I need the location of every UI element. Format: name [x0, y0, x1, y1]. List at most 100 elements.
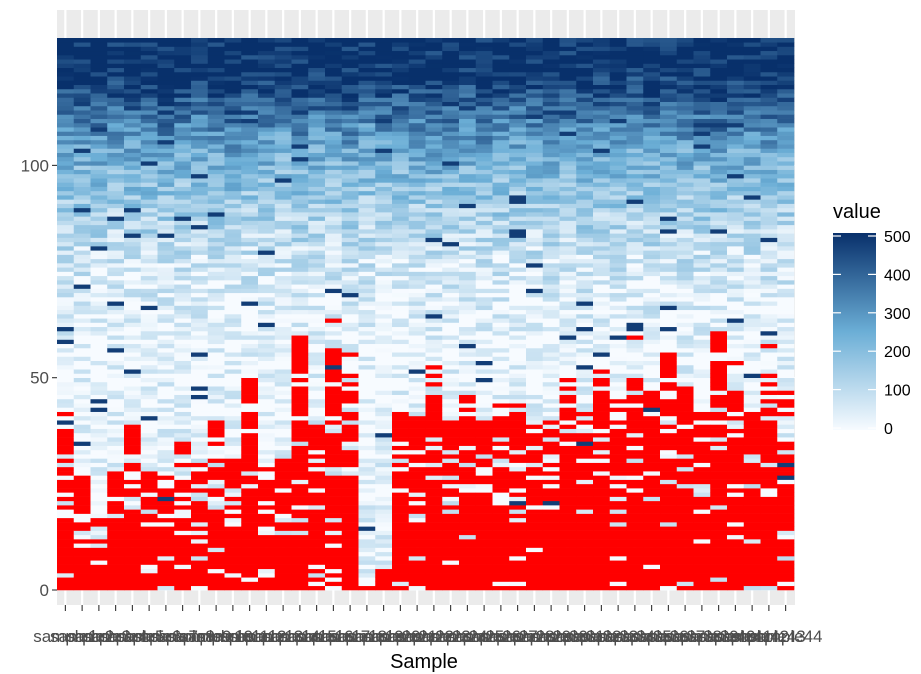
- heatmap-cell: [676, 271, 694, 277]
- heatmap-cell: [140, 216, 158, 221]
- heatmap-cell: [643, 80, 661, 86]
- heatmap-cell: [643, 305, 661, 311]
- heatmap-cell: [576, 284, 594, 289]
- heatmap-cell: [207, 390, 225, 395]
- heatmap-cell: [241, 386, 259, 391]
- heatmap-cell: [542, 161, 560, 166]
- heatmap-cell: [191, 144, 209, 149]
- heatmap-cell: [392, 492, 410, 497]
- heatmap-cell: [559, 500, 577, 506]
- heatmap-cell: [643, 224, 661, 230]
- heatmap-cell: [542, 326, 560, 332]
- heatmap-cell: [157, 165, 175, 170]
- heatmap-cell: [626, 407, 644, 412]
- heatmap-cell: [392, 309, 410, 315]
- heatmap-cell: [509, 246, 527, 251]
- heatmap-cell: [643, 250, 661, 255]
- heatmap-column: [341, 38, 359, 591]
- heatmap-cell: [341, 114, 359, 119]
- heatmap-cell: [241, 560, 259, 565]
- heatmap-cell: [157, 182, 175, 187]
- heatmap-cell: [509, 105, 527, 111]
- heatmap-cell: [107, 437, 125, 442]
- heatmap-cell: [325, 93, 343, 98]
- heatmap-cell: [224, 352, 242, 357]
- heatmap-cell: [341, 314, 359, 319]
- heatmap-cell: [124, 122, 142, 128]
- heatmap-cell: [358, 190, 376, 196]
- heatmap-cell: [475, 479, 493, 485]
- heatmap-cell: [609, 105, 627, 111]
- heatmap-cell: [475, 522, 493, 527]
- heatmap-cell: [459, 496, 477, 502]
- heatmap-cell: [191, 415, 209, 421]
- heatmap-cell: [325, 488, 343, 493]
- heatmap-cell: [593, 360, 611, 366]
- heatmap-cell: [341, 233, 359, 238]
- heatmap-cell: [392, 207, 410, 213]
- heatmap-cell: [107, 148, 125, 153]
- heatmap-cell: [124, 543, 142, 548]
- heatmap-cell: [609, 173, 627, 179]
- heatmap-cell: [459, 314, 477, 319]
- heatmap-cell: [425, 386, 443, 391]
- heatmap-cell: [107, 352, 125, 357]
- heatmap-cell: [542, 229, 560, 234]
- heatmap-cell: [375, 178, 393, 183]
- heatmap-cell: [90, 203, 108, 209]
- heatmap-cell: [609, 356, 627, 362]
- heatmap-cell: [442, 258, 460, 264]
- heatmap-cell: [609, 42, 627, 47]
- heatmap-cell: [291, 483, 309, 489]
- heatmap-cell: [492, 216, 510, 221]
- heatmap-cell: [358, 462, 376, 468]
- heatmap-cell: [90, 118, 108, 124]
- heatmap-cell: [559, 386, 577, 391]
- heatmap-cell: [90, 445, 108, 451]
- heatmap-cell: [174, 466, 192, 472]
- heatmap-cell: [643, 216, 661, 221]
- heatmap-cell: [459, 275, 477, 281]
- heatmap-cell: [291, 93, 309, 98]
- heatmap-cell: [542, 63, 560, 69]
- heatmap-cell: [442, 241, 460, 247]
- heatmap-cell: [576, 373, 594, 378]
- heatmap-cell: [140, 63, 158, 69]
- heatmap-cell: [157, 539, 175, 544]
- heatmap-cell: [124, 539, 142, 544]
- heatmap-cell: [258, 71, 276, 77]
- heatmap-cell: [73, 139, 91, 145]
- heatmap-cell: [609, 152, 627, 158]
- heatmap-cell: [157, 258, 175, 264]
- heatmap-cell: [124, 551, 142, 557]
- heatmap-cell: [258, 551, 276, 557]
- heatmap-cell: [358, 216, 376, 221]
- heatmap-cell: [375, 551, 393, 557]
- heatmap-cell: [341, 530, 359, 536]
- heatmap-cell: [90, 237, 108, 243]
- heatmap-cell: [90, 216, 108, 221]
- heatmap-cell: [609, 135, 627, 141]
- heatmap-cell: [459, 76, 477, 81]
- heatmap-cell: [609, 543, 627, 548]
- heatmap-cell: [559, 377, 577, 383]
- heatmap-cell: [492, 517, 510, 523]
- heatmap-cell: [90, 241, 108, 247]
- heatmap-cell: [325, 335, 343, 340]
- heatmap-cell: [157, 381, 175, 387]
- heatmap-cell: [626, 352, 644, 357]
- heatmap-cell: [90, 67, 108, 73]
- heatmap-column: [425, 38, 443, 591]
- heatmap-cell: [609, 67, 627, 73]
- heatmap-cell: [341, 556, 359, 561]
- heatmap-cell: [660, 343, 678, 349]
- heatmap-cell: [124, 466, 142, 472]
- heatmap-cell: [291, 585, 309, 591]
- heatmap-cell: [90, 364, 108, 370]
- heatmap-cell: [224, 347, 242, 353]
- heatmap-cell: [358, 127, 376, 132]
- heatmap-cell: [358, 275, 376, 281]
- heatmap-cell: [207, 169, 225, 175]
- heatmap-cell: [73, 118, 91, 124]
- heatmap-cell: [459, 216, 477, 221]
